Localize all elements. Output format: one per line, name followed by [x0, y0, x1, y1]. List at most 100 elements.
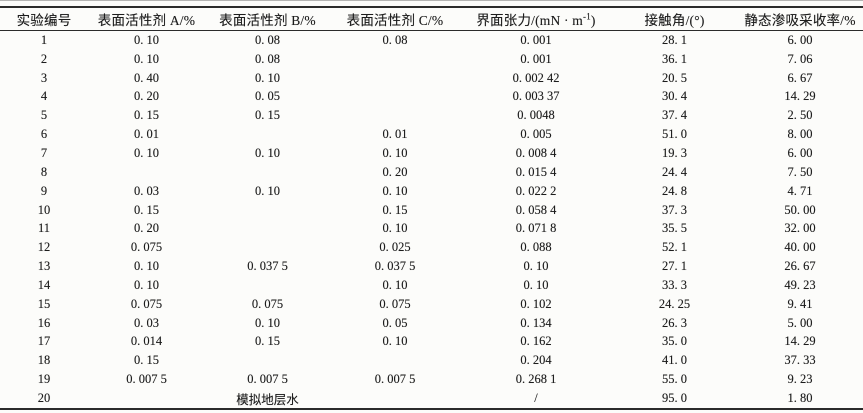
table-cell: 9	[40, 183, 48, 198]
table-cell: 0. 0048	[517, 108, 555, 123]
table-cell: 20	[37, 391, 51, 406]
table-cell: 24. 8	[662, 183, 687, 198]
table-cell: 55. 0	[662, 372, 687, 387]
table-cell: 52. 1	[662, 240, 687, 255]
table-cell: 0. 007 5	[247, 372, 288, 387]
table-cell: 6. 67	[787, 70, 813, 85]
header-contact-angle: 接触角/(°)	[612, 7, 737, 31]
table-cell: 0. 075	[130, 296, 163, 311]
table-cell: 24. 25	[658, 296, 691, 311]
table-cell: 37. 4	[662, 108, 687, 123]
table-cell: 35. 0	[662, 334, 687, 349]
table-cell: 4. 71	[787, 183, 813, 198]
table-cell: 0. 08	[255, 51, 280, 66]
table-cell: 0. 204	[520, 353, 552, 368]
table-cell	[88, 163, 205, 182]
table-cell: 6. 00	[787, 145, 813, 160]
table-cell: 0. 022 2	[515, 183, 557, 198]
table-cell: 0. 10	[382, 221, 408, 236]
table-cell: 9. 23	[787, 372, 813, 387]
table-cell: 0. 03	[134, 183, 159, 198]
table-cell: 0. 10	[523, 277, 549, 292]
table-cell: 0. 10	[134, 277, 159, 292]
table-cell: 5. 00	[787, 315, 813, 330]
table-cell: 0. 001	[520, 32, 552, 47]
table-cell: 0. 058 4	[515, 202, 557, 217]
table-cell: 0. 134	[520, 315, 552, 330]
table-cell: 0. 037 5	[247, 259, 288, 274]
table-cell: 0. 003 37	[512, 89, 560, 104]
table-cell: 17	[37, 334, 51, 349]
table-cell: 0. 15	[134, 202, 159, 217]
table-row: 17 0. 014 0. 15 0. 10 0. 162 35. 0 14. 29	[0, 333, 863, 352]
header-interfacial-tension-pre: 界面张力/(mN · m	[476, 13, 584, 28]
table-cell: 0. 40	[134, 70, 159, 85]
table-cell: 0. 10	[134, 51, 159, 66]
table-cell: 36. 1	[662, 51, 687, 66]
table-cell: 0. 10	[255, 315, 280, 330]
header-surfactant-b: 表面活性剂 B/%	[205, 7, 330, 31]
table-cell: 0. 10	[255, 145, 280, 160]
table-cell: 4	[40, 89, 48, 104]
table-cell: 0. 05	[255, 89, 280, 104]
table-cell: 7. 50	[787, 164, 813, 179]
table-body: 1 0. 10 0. 08 0. 08 0. 001 28. 1 6. 00 2 0. 10 0.…	[0, 31, 863, 410]
table-cell: 11	[37, 221, 51, 236]
table-cell: 0. 10	[255, 183, 280, 198]
table-cell: 0. 071 8	[515, 221, 557, 236]
table-cell: 0. 10	[382, 183, 408, 198]
table-cell: 32. 00	[784, 221, 816, 236]
table-cell: 0. 008 4	[515, 145, 557, 160]
table-cell: 0. 007 5	[126, 372, 167, 387]
table-cell: 5	[40, 108, 48, 123]
table-cell: 12	[37, 240, 51, 255]
table-row: 6 0. 01 0. 01 0. 005 51. 0 8. 00	[0, 125, 863, 144]
table-cell	[330, 88, 460, 107]
table-cell: 0. 10	[134, 145, 159, 160]
table-cell: 14. 29	[784, 334, 816, 349]
table-cell: 0. 075	[130, 240, 163, 255]
table-cell: 7	[40, 145, 48, 160]
table-cell: 0. 20	[382, 164, 408, 179]
table-row: 2 0. 10 0. 08 0. 001 36. 1 7. 06	[0, 50, 863, 69]
table-cell: 6. 00	[787, 32, 813, 47]
table-cell: 0. 268 1	[515, 372, 557, 387]
table-row: 9 0. 03 0. 10 0. 10 0. 022 2 24. 8 4. 71	[0, 182, 863, 201]
header-experiment-no: 实验编号	[0, 7, 88, 31]
table-cell: 0. 03	[134, 315, 159, 330]
table-cell	[88, 389, 205, 409]
table-cell: 40. 00	[784, 240, 816, 255]
table-cell: 0. 10	[382, 334, 408, 349]
table-cell: 7. 06	[787, 51, 813, 66]
header-interfacial-tension-post: )	[590, 13, 596, 28]
table-cell: 37. 33	[784, 353, 816, 368]
table-cell: 30. 4	[662, 89, 687, 104]
table-cell: 0. 162	[520, 334, 552, 349]
table-cell	[205, 276, 330, 295]
table-row: 15 0. 075 0. 075 0. 075 0. 102 24. 25 9. 41	[0, 295, 863, 314]
table-cell: 0. 15	[382, 202, 408, 217]
table-cell: 0. 20	[134, 221, 159, 236]
table-cell	[205, 163, 330, 182]
table-cell	[205, 219, 330, 238]
table-cell: 51. 0	[662, 127, 687, 142]
table-cell: 6	[40, 127, 48, 142]
table-row: 14 0. 10 0. 10 0. 10 33. 3 49. 23	[0, 276, 863, 295]
table-row: 13 0. 10 0. 037 5 0. 037 5 0. 10 27. 1 26. 67	[0, 257, 863, 276]
table-cell: 0. 10	[134, 259, 159, 274]
table-cell	[205, 351, 330, 370]
table-cell: 33. 3	[662, 277, 687, 292]
table-row: 11 0. 20 0. 10 0. 071 8 35. 5 32. 00	[0, 219, 863, 238]
table-cell: 0. 15	[134, 353, 159, 368]
table-cell: 41. 0	[662, 353, 687, 368]
table-cell	[330, 389, 460, 409]
table-cell: 95. 0	[662, 391, 687, 406]
table-cell: 9. 41	[787, 296, 813, 311]
table-cell: 0. 075	[379, 296, 411, 311]
table-cell	[330, 69, 460, 88]
table-cell: 0. 007 5	[374, 372, 416, 387]
table-row: 3 0. 40 0. 10 0. 002 42 20. 5 6. 67	[0, 69, 863, 88]
table-cell: 0. 08	[255, 32, 280, 47]
table-cell: 50. 00	[784, 202, 816, 217]
table-cell: /	[534, 391, 538, 406]
